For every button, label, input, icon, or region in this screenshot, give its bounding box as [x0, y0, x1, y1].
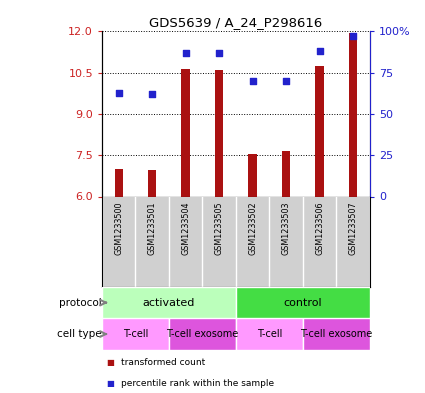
- Text: protocol: protocol: [59, 298, 102, 308]
- Text: T-cell exosome: T-cell exosome: [166, 329, 238, 339]
- Point: [249, 78, 256, 84]
- Bar: [282, 151, 290, 196]
- Bar: [315, 66, 324, 196]
- Text: percentile rank within the sample: percentile rank within the sample: [121, 379, 274, 388]
- Text: T-cell exosome: T-cell exosome: [300, 329, 372, 339]
- Text: T-cell: T-cell: [123, 329, 148, 339]
- Bar: [303, 318, 370, 350]
- Text: ■: ■: [106, 358, 114, 367]
- Text: GSM1233506: GSM1233506: [315, 201, 324, 255]
- Point: [216, 50, 223, 56]
- Text: control: control: [283, 298, 322, 308]
- Text: GSM1233504: GSM1233504: [181, 201, 190, 255]
- Bar: [148, 171, 156, 196]
- Bar: [169, 318, 236, 350]
- Bar: [249, 154, 257, 196]
- Point: [350, 33, 357, 40]
- Text: GSM1233505: GSM1233505: [215, 201, 224, 255]
- Bar: [102, 287, 236, 318]
- Bar: [181, 68, 190, 196]
- Title: GDS5639 / A_24_P298616: GDS5639 / A_24_P298616: [149, 16, 323, 29]
- Text: ■: ■: [106, 379, 114, 388]
- Bar: [236, 287, 370, 318]
- Point: [283, 78, 289, 84]
- Bar: [215, 70, 223, 196]
- Text: GSM1233502: GSM1233502: [248, 201, 257, 255]
- Text: GSM1233503: GSM1233503: [282, 201, 291, 255]
- Text: GSM1233501: GSM1233501: [148, 201, 157, 255]
- Text: transformed count: transformed count: [121, 358, 205, 367]
- Text: cell type: cell type: [57, 329, 102, 339]
- Bar: [349, 33, 357, 196]
- Bar: [236, 318, 303, 350]
- Point: [149, 91, 156, 97]
- Bar: [102, 318, 169, 350]
- Point: [316, 48, 323, 54]
- Text: activated: activated: [143, 298, 195, 308]
- Point: [182, 50, 189, 56]
- Text: GSM1233507: GSM1233507: [348, 201, 357, 255]
- Text: GSM1233500: GSM1233500: [114, 201, 123, 255]
- Point: [115, 89, 122, 95]
- Bar: [115, 169, 123, 196]
- Text: T-cell: T-cell: [257, 329, 282, 339]
